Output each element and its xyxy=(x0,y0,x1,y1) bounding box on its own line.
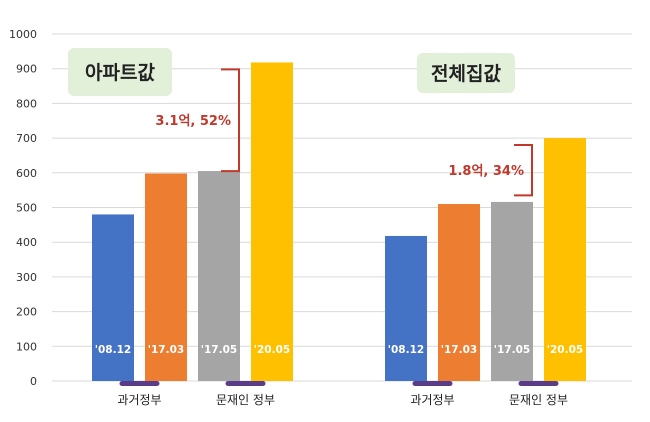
annotation-bracket xyxy=(514,144,533,197)
y-tick-label: 500 xyxy=(16,202,37,215)
group-title-box xyxy=(68,48,172,96)
y-tick-label: 300 xyxy=(16,271,37,284)
annotation-label: 1.8억, 34% xyxy=(448,164,524,179)
bar-label: '08.12 xyxy=(388,344,424,356)
bar xyxy=(491,201,533,381)
bar-label: '17.03 xyxy=(441,344,477,356)
y-tick-label: 700 xyxy=(16,132,37,145)
subgroup-marker xyxy=(119,381,160,386)
subgroup-label: 과거정부 xyxy=(117,393,161,407)
annotation-bracket xyxy=(221,68,240,173)
bar-label: '20.05 xyxy=(254,344,290,356)
y-tick-label: 0 xyxy=(30,375,37,388)
bar xyxy=(145,173,187,381)
bar-label: '20.05 xyxy=(547,344,583,356)
bar-label: '17.05 xyxy=(201,344,237,356)
bar xyxy=(251,62,293,381)
subgroup-marker xyxy=(225,381,266,386)
group-title: 아파트값 xyxy=(85,62,155,84)
y-tick-label: 1000 xyxy=(9,28,37,41)
group-title: 전체집값 xyxy=(431,63,501,85)
subgroup-marker xyxy=(412,381,453,386)
subgroup-marker xyxy=(518,381,559,386)
y-tick-label: 900 xyxy=(16,63,37,76)
y-tick-label: 600 xyxy=(16,167,37,180)
subgroup-label: 문재인 정부 xyxy=(509,393,568,407)
bar-label: '08.12 xyxy=(95,344,131,356)
y-tick-label: 400 xyxy=(16,236,37,249)
bar-label: '17.05 xyxy=(494,344,530,356)
bar xyxy=(438,204,480,381)
y-tick-label: 100 xyxy=(16,340,37,353)
subgroup-label: 과거정부 xyxy=(410,393,454,407)
bar xyxy=(385,235,427,381)
y-tick-label: 800 xyxy=(16,97,37,110)
group-title-box xyxy=(417,53,515,93)
bar xyxy=(92,214,134,381)
bar xyxy=(544,138,586,381)
subgroup-label: 문재인 정부 xyxy=(216,393,275,407)
annotation-label: 3.1억, 52% xyxy=(155,114,231,129)
bar xyxy=(198,171,240,381)
y-tick-label: 200 xyxy=(16,306,37,319)
bar-label: '17.03 xyxy=(148,344,184,356)
